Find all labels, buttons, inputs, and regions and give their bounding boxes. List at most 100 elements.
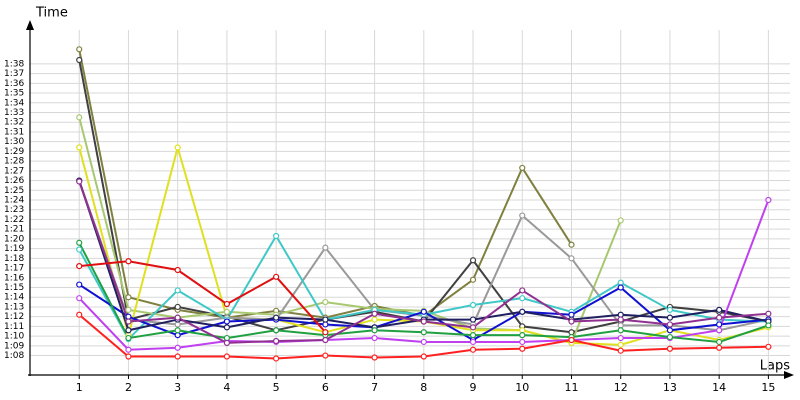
point	[568, 336, 575, 344]
x-tick-label: 14	[712, 381, 726, 394]
point	[666, 314, 674, 321]
point	[765, 196, 772, 204]
point	[76, 246, 83, 253]
y-tick-label: 1:14	[4, 293, 24, 303]
point	[125, 327, 132, 334]
y-tick-label: 1:08	[4, 351, 24, 361]
y-tick-label: 1:38	[4, 59, 24, 69]
point	[223, 353, 231, 360]
point	[469, 338, 477, 346]
point	[617, 347, 624, 354]
point	[125, 334, 132, 342]
x-axis-label: Laps	[760, 359, 790, 374]
point	[519, 327, 526, 334]
x-axis-arrow	[784, 371, 794, 379]
y-tick-label: 1:33	[4, 108, 24, 118]
point	[174, 287, 181, 294]
y-tick-label: 1:37	[4, 69, 24, 79]
x-tick-label: 7	[371, 381, 378, 394]
point	[273, 314, 280, 321]
point	[765, 343, 772, 350]
point	[371, 316, 378, 323]
y-tick-label: 1:34	[4, 98, 24, 108]
point	[322, 298, 329, 306]
point	[273, 232, 280, 240]
point	[273, 273, 280, 280]
point	[519, 345, 526, 352]
x-tick-label: 10	[515, 381, 529, 394]
x-tick-label: 11	[564, 381, 578, 394]
point	[568, 329, 575, 336]
point	[519, 308, 526, 315]
point	[371, 334, 378, 342]
point	[666, 345, 674, 352]
point	[519, 332, 526, 339]
point	[666, 333, 674, 341]
y-tick-label: 1:25	[4, 186, 24, 196]
y-tick-label: 1:20	[4, 234, 24, 244]
y-tick-label: 1:22	[4, 215, 24, 225]
y-tick-label: 1:10	[4, 332, 24, 342]
point	[174, 332, 181, 339]
grid: 1:081:091:101:111:121:131:141:151:161:17…	[4, 30, 790, 394]
point	[125, 318, 132, 325]
x-tick-label: 1	[76, 381, 83, 394]
point	[125, 313, 132, 320]
point	[519, 287, 526, 294]
point	[568, 311, 575, 318]
point	[125, 353, 132, 360]
point	[716, 327, 723, 334]
x-tick-label: 2	[125, 381, 132, 394]
point	[617, 322, 624, 329]
point	[371, 354, 378, 361]
point	[223, 339, 231, 347]
point	[76, 311, 83, 318]
point	[273, 337, 280, 345]
series-line	[79, 260, 327, 333]
y-tick-label: 1:31	[4, 127, 24, 137]
point	[76, 263, 83, 270]
point	[519, 212, 526, 219]
y-tick-label: 1:18	[4, 254, 24, 264]
point	[568, 318, 575, 325]
y-tick-label: 1:36	[4, 79, 24, 89]
point	[469, 316, 477, 323]
point	[716, 344, 723, 351]
point	[617, 341, 624, 348]
y-tick-label: 1:09	[4, 341, 24, 351]
point	[568, 241, 575, 248]
point	[716, 321, 723, 328]
y-tick-label: 1:15	[4, 283, 24, 293]
point	[469, 332, 477, 339]
x-tick-label: 8	[420, 381, 427, 394]
point	[765, 322, 772, 329]
point	[125, 346, 132, 353]
point	[322, 352, 329, 359]
y-axis-arrow	[26, 20, 34, 30]
point	[666, 306, 674, 313]
point	[519, 295, 526, 302]
point	[76, 295, 83, 302]
point	[420, 329, 427, 336]
point	[617, 279, 624, 286]
x-tick-label: 15	[761, 381, 775, 394]
point	[76, 114, 83, 121]
y-axis-label: Time	[35, 6, 68, 21]
point	[174, 144, 181, 151]
point	[76, 281, 83, 288]
point	[469, 324, 477, 331]
point	[174, 266, 181, 274]
point	[125, 306, 132, 313]
point	[223, 300, 231, 308]
point	[617, 334, 624, 342]
point	[420, 338, 427, 346]
y-tick-label: 1:30	[4, 137, 24, 147]
point	[223, 318, 231, 325]
point	[420, 353, 427, 360]
point	[617, 311, 624, 318]
y-tick-label: 1:24	[4, 196, 24, 206]
x-tick-label: 13	[663, 381, 677, 394]
y-tick-label: 1:16	[4, 273, 24, 283]
point	[223, 324, 231, 331]
y-tick-label: 1:26	[4, 176, 24, 186]
